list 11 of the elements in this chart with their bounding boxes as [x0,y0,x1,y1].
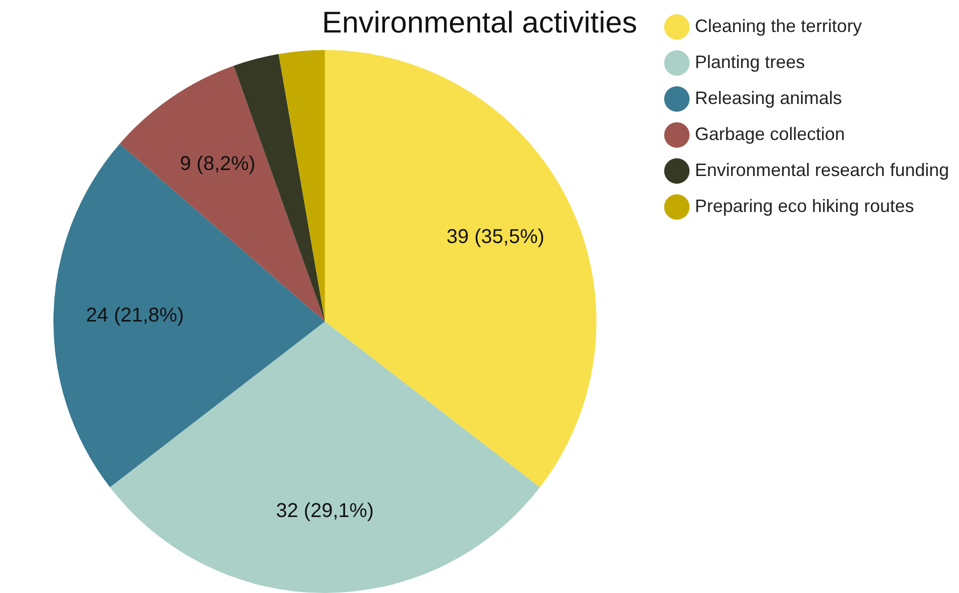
data-label: 24 (21,8%) [86,304,184,327]
legend-label: Environmental research funding [694,160,950,180]
legend-label: Cleaning the territory [694,16,862,36]
data-label: 32 (29,1%) [276,500,374,522]
legend-label: Garbage collection [694,124,845,144]
legend-label: Releasing animals [694,88,842,108]
data-label: 9 (8,2%) [180,153,256,176]
chart-title: Environmental activities [322,6,638,40]
legend-label: Preparing eco hiking routes [694,196,914,216]
legend-label: Planting trees [694,52,805,72]
data-label: 39 (35,5%) [446,226,544,248]
